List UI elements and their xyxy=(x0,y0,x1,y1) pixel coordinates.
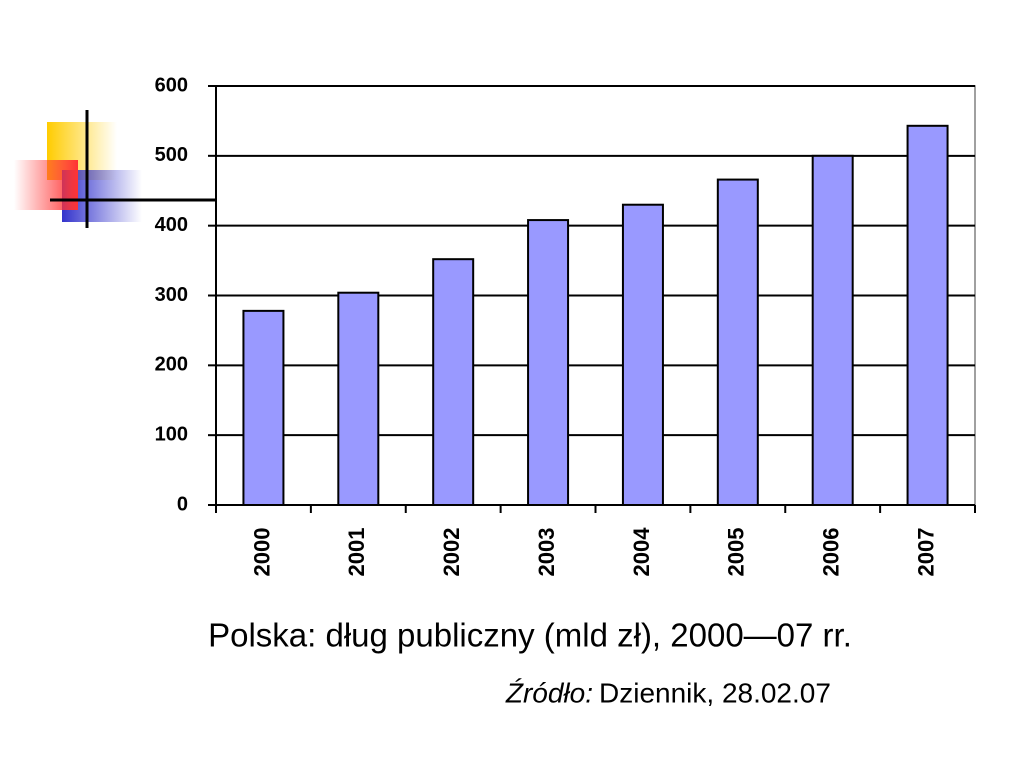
y-tick-label: 600 xyxy=(155,74,188,96)
x-tick-label: 2002 xyxy=(439,528,464,577)
bar xyxy=(906,124,949,507)
x-tick-label: 2005 xyxy=(724,528,749,577)
y-tick-label: 100 xyxy=(155,423,188,445)
x-tick-label: 2001 xyxy=(344,528,369,577)
source: Dziennik, 28.02.07 xyxy=(599,677,831,708)
x-tick-label: 2000 xyxy=(249,528,274,577)
bar xyxy=(811,154,854,506)
bar xyxy=(242,309,285,507)
source-label: Źródło: xyxy=(505,677,593,708)
y-tick-label: 300 xyxy=(155,284,188,306)
bar xyxy=(716,178,759,506)
y-tick-label: 500 xyxy=(155,144,188,166)
x-tick-label: 2007 xyxy=(913,528,938,577)
x-tick-label: 2006 xyxy=(819,528,844,577)
bar xyxy=(527,219,570,507)
x-tick-label: 2003 xyxy=(534,528,559,577)
x-tick-label: 2004 xyxy=(629,527,654,577)
y-tick-label: 200 xyxy=(155,354,188,376)
y-tick-label: 400 xyxy=(155,214,188,236)
bar xyxy=(621,203,664,506)
bar xyxy=(432,258,475,507)
bar xyxy=(337,291,380,506)
chart-title: Polska: dług publiczny (mld zł), 2000—07… xyxy=(208,617,852,654)
y-tick-label: 0 xyxy=(177,493,188,515)
decoration xyxy=(14,110,216,228)
